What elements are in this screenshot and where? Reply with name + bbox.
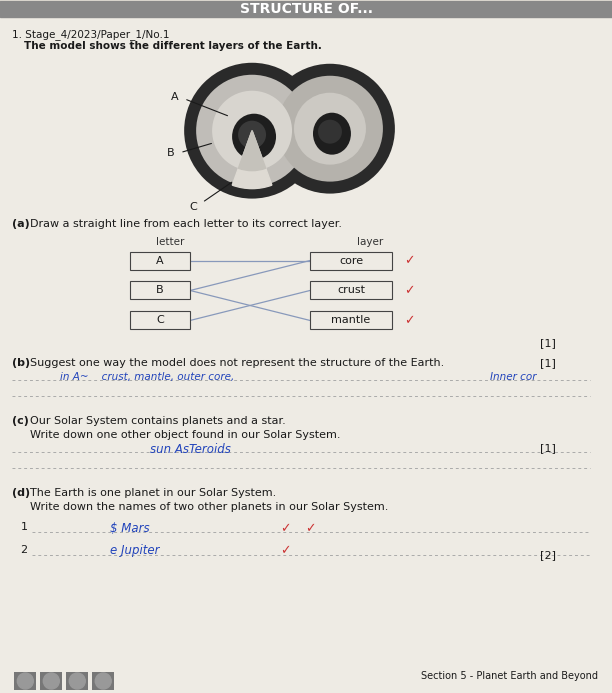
- Text: 1. Stage_4/2023/Paper_1/No.1: 1. Stage_4/2023/Paper_1/No.1: [12, 29, 170, 40]
- Text: C: C: [156, 315, 164, 326]
- Text: [1]: [1]: [540, 358, 556, 369]
- Circle shape: [196, 75, 308, 186]
- Text: core: core: [339, 256, 363, 265]
- Text: B: B: [156, 286, 164, 295]
- Text: Write down one other object found in our Solar System.: Write down one other object found in our…: [31, 430, 341, 440]
- Text: e Jupiter: e Jupiter: [110, 544, 160, 557]
- Bar: [310, 311, 392, 329]
- Text: Inner cor: Inner cor: [490, 372, 536, 383]
- Text: ✓: ✓: [405, 284, 415, 297]
- Text: [1]: [1]: [540, 338, 556, 349]
- Circle shape: [238, 121, 266, 149]
- Bar: [1, 1, 611, 17]
- Wedge shape: [239, 131, 266, 170]
- Bar: [130, 281, 190, 299]
- Circle shape: [69, 673, 85, 689]
- Circle shape: [17, 673, 33, 689]
- Circle shape: [43, 673, 59, 689]
- Bar: [310, 281, 392, 299]
- Bar: [310, 252, 392, 270]
- Circle shape: [265, 64, 395, 193]
- Text: The Earth is one planet in our Solar System.: The Earth is one planet in our Solar Sys…: [31, 489, 277, 498]
- Text: 2: 2: [20, 545, 28, 555]
- Bar: [14, 672, 36, 690]
- Bar: [130, 311, 190, 329]
- Bar: [92, 672, 114, 690]
- Text: layer: layer: [357, 236, 383, 247]
- Circle shape: [318, 120, 342, 143]
- Text: (c): (c): [12, 416, 29, 426]
- Text: Our Solar System contains planets and a star.: Our Solar System contains planets and a …: [31, 416, 286, 426]
- Text: Write down the names of two other planets in our Solar System.: Write down the names of two other planet…: [31, 502, 389, 512]
- Wedge shape: [232, 131, 272, 188]
- Text: ✓: ✓: [405, 314, 415, 327]
- Text: ✓: ✓: [305, 523, 316, 535]
- Circle shape: [95, 673, 111, 689]
- Text: letter: letter: [156, 236, 184, 247]
- Ellipse shape: [313, 113, 351, 155]
- Text: STRUCTURE OF...: STRUCTURE OF...: [239, 2, 373, 16]
- Bar: [66, 672, 88, 690]
- Text: (d): (d): [12, 489, 31, 498]
- Text: The model shows the different layers of the Earth.: The model shows the different layers of …: [24, 41, 322, 51]
- Text: crust: crust: [337, 286, 365, 295]
- Text: 1: 1: [20, 523, 28, 532]
- Text: ✓: ✓: [405, 254, 415, 267]
- Text: in A~    crust, mantle, outer core,: in A~ crust, mantle, outer core,: [61, 372, 234, 383]
- Text: A: A: [156, 256, 164, 265]
- Ellipse shape: [232, 114, 276, 159]
- Bar: [40, 672, 62, 690]
- Text: ✓: ✓: [280, 544, 291, 557]
- Text: (b): (b): [12, 358, 31, 369]
- Text: (a): (a): [12, 218, 30, 229]
- Text: [1]: [1]: [540, 444, 556, 453]
- Circle shape: [277, 76, 383, 182]
- Text: $ Mars: $ Mars: [110, 523, 150, 535]
- Circle shape: [212, 91, 292, 170]
- Text: A: A: [171, 91, 178, 102]
- Text: Section 5 - Planet Earth and Beyond: Section 5 - Planet Earth and Beyond: [420, 671, 598, 681]
- Text: Draw a straight line from each letter to its correct layer.: Draw a straight line from each letter to…: [31, 218, 342, 229]
- Text: B: B: [166, 148, 174, 157]
- Bar: [130, 252, 190, 270]
- Text: [2]: [2]: [540, 550, 556, 560]
- Text: ✓: ✓: [280, 523, 291, 535]
- Text: Suggest one way the model does not represent the structure of the Earth.: Suggest one way the model does not repre…: [31, 358, 444, 369]
- Circle shape: [184, 63, 320, 199]
- Text: sun AsTeroids: sun AsTeroids: [150, 444, 231, 456]
- Circle shape: [294, 93, 366, 165]
- Text: mantle: mantle: [331, 315, 371, 326]
- Text: C: C: [189, 202, 197, 211]
